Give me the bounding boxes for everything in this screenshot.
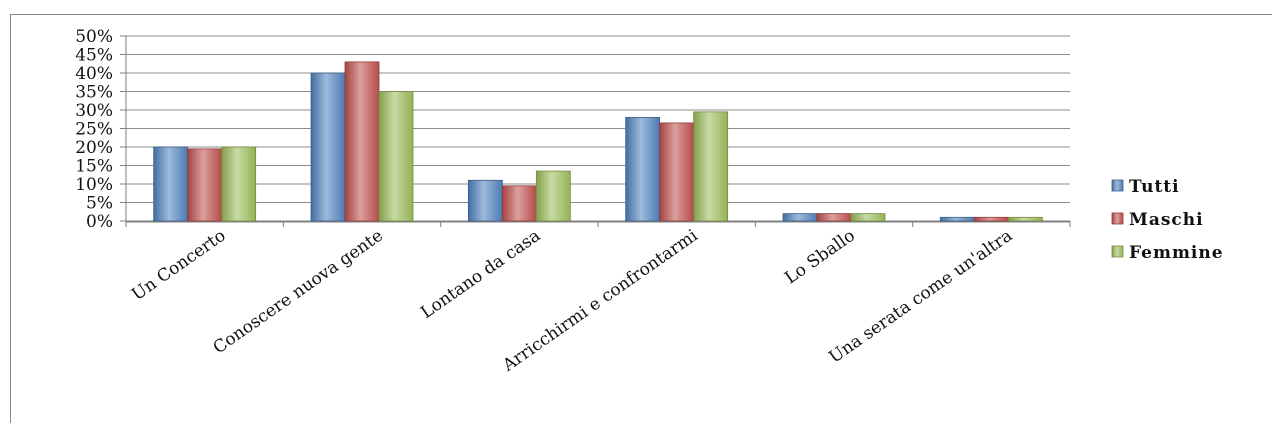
y-tick-label: 35%	[75, 83, 113, 103]
bar-femmine-5	[1007, 216, 1043, 222]
legend-label-maschi: Maschi	[1129, 210, 1204, 230]
bar-tutti-0	[153, 146, 189, 222]
category-label: Lontano da casa	[417, 226, 544, 323]
bar-femmine-0	[221, 146, 257, 222]
bar-tutti-3	[625, 117, 661, 222]
y-tick-label: 30%	[75, 101, 113, 121]
bar-tutti-4	[782, 213, 818, 222]
gridlines	[120, 35, 1070, 222]
y-tick-label: 25%	[75, 120, 113, 140]
category-label: Lo Sballo	[781, 226, 859, 289]
bar-maschi-5	[973, 216, 1009, 222]
category-label: Una serata come un'altra	[825, 226, 1016, 368]
bar-femmine-4	[850, 213, 886, 222]
legend-label-femmine: Femmine	[1129, 243, 1224, 263]
bar-femmine-2	[535, 170, 571, 222]
y-tick-label: 40%	[75, 64, 113, 84]
bar-tutti-1	[310, 72, 346, 222]
legend: Tutti Maschi Femmine	[1111, 177, 1224, 263]
legend-label-tutti: Tutti	[1129, 177, 1180, 197]
bar-tutti-2	[467, 179, 503, 222]
bar-maschi-1	[344, 61, 380, 222]
bar-tutti-5	[939, 216, 975, 222]
bar-femmine-3	[693, 111, 729, 222]
y-tick-label: 50%	[75, 27, 113, 47]
y-tick-label: 15%	[75, 157, 113, 177]
bar-femmine-1	[378, 91, 414, 222]
legend-swatch-maschi	[1111, 212, 1124, 225]
y-tick-label: 20%	[75, 138, 113, 158]
bar-maschi-0	[187, 148, 223, 222]
y-tick-label: 10%	[75, 175, 113, 195]
bars	[153, 61, 1043, 222]
x-axis	[125, 221, 1071, 227]
y-axis-ticks: 0%5%10%15%20%25%30%35%40%45%50%	[75, 27, 113, 232]
bar-maschi-2	[501, 185, 537, 222]
y-tick-label: 5%	[86, 194, 113, 214]
category-label: Conoscere nuova gente	[210, 226, 387, 358]
y-tick-label: 45%	[75, 46, 113, 66]
bar-maschi-4	[816, 213, 852, 222]
legend-swatch-femmine	[1111, 245, 1124, 258]
chart-frame	[10, 14, 1272, 423]
y-tick-label: 0%	[86, 212, 113, 232]
bar-maschi-3	[659, 122, 695, 222]
category-label: Un Concerto	[128, 226, 229, 305]
legend-swatch-tutti	[1111, 179, 1124, 192]
